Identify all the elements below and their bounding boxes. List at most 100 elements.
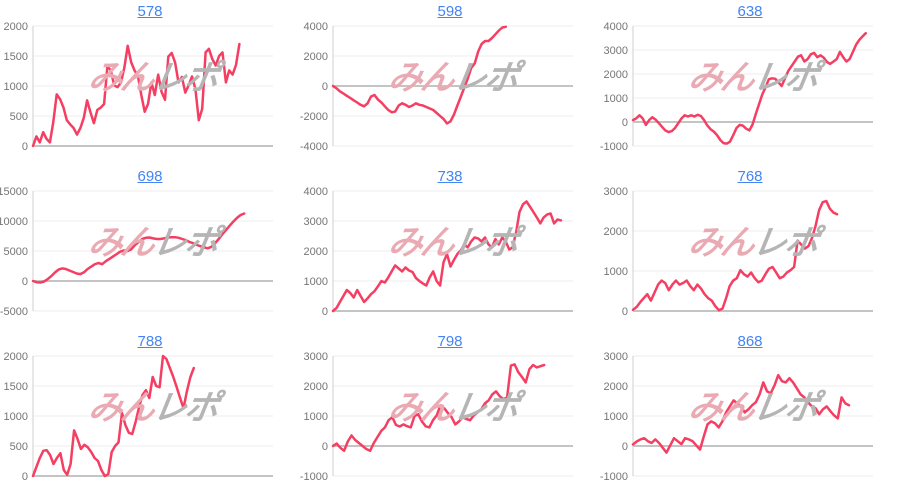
y-tick-label: 0 [322,306,328,318]
y-tick-label: 2000 [304,246,328,258]
plot-area: みんレポ 0 500 1000 1500 2000 [0,352,300,495]
y-tick-label: 3000 [304,352,328,363]
slump-chart-svg: -1000 0 1000 2000 3000 [600,352,873,483]
y-tick-label: 500 [10,111,28,123]
y-tick-label: 0 [322,441,328,453]
chart-cell: 638 みんレポ -1000 0 1000 2000 3000 4000 [600,0,900,165]
plot-area: みんレポ -1000 0 1000 2000 3000 [600,352,900,495]
y-tick-label: 2000 [604,381,628,393]
y-tick-label: 1000 [304,276,328,288]
y-tick-label: -1000 [300,471,328,483]
plot-area: みんレポ 0 500 1000 1500 2000 [0,22,300,165]
y-tick-label: 3000 [604,187,628,198]
slump-chart-svg: 0 1000 2000 3000 [604,187,873,318]
plot-area: みんレポ 0 1000 2000 3000 [600,187,900,330]
y-tick-label: 0 [622,117,628,129]
y-tick-label: 1000 [604,266,628,278]
y-tick-label: 0 [622,306,628,318]
series-line [331,200,563,313]
chart-cell: 798 みんレポ -1000 0 1000 2000 3000 [300,330,600,495]
y-tick-label: 2000 [604,226,628,238]
chart-title-link[interactable]: 638 [737,3,763,20]
chart-title: 598 [300,2,600,22]
y-tick-label: -1000 [600,471,628,483]
y-tick-label: 1500 [4,51,28,63]
y-tick-label: 0 [22,276,28,288]
y-tick-label: 3000 [304,216,328,228]
series-line [631,373,851,454]
y-tick-label: 4000 [604,22,628,33]
chart-title: 698 [0,167,300,187]
y-tick-label: 4000 [304,187,328,198]
series-line [31,212,246,284]
slump-chart-svg: -1000 0 1000 2000 3000 [300,352,573,483]
plot-area: みんレポ 0 1000 2000 3000 4000 [300,187,600,330]
chart-title: 798 [300,332,600,352]
y-tick-label: 1000 [4,81,28,93]
chart-cell: 788 みんレポ 0 500 1000 1500 2000 [0,330,300,495]
slump-chart-svg: -4000 -2000 0 2000 4000 [300,22,573,153]
chart-cell: 698 みんレポ -5000 0 5000 10000 15000 [0,165,300,330]
y-tick-label: 0 [22,141,28,153]
y-tick-label: 3000 [604,352,628,363]
y-tick-label: -1000 [600,141,628,153]
y-tick-label: 4000 [304,22,328,33]
y-tick-label: 0 [22,471,28,483]
chart-title-link[interactable]: 738 [437,168,463,185]
y-tick-label: 2000 [4,352,28,363]
y-tick-label: -2000 [300,111,328,123]
slump-chart-svg: -5000 0 5000 10000 15000 [0,187,273,318]
y-tick-label: 2000 [304,51,328,63]
chart-title: 868 [600,332,900,352]
y-tick-label: 10000 [0,216,28,228]
slump-chart-svg: 0 500 1000 1500 2000 [4,22,273,153]
chart-title-link[interactable]: 788 [137,333,163,350]
y-tick-label: -4000 [300,141,328,153]
chart-title: 738 [300,167,600,187]
chart-title-link[interactable]: 698 [137,168,163,185]
slump-chart-svg: 0 500 1000 1500 2000 [4,352,273,483]
chart-title: 578 [0,2,300,22]
chart-title-link[interactable]: 768 [737,168,763,185]
y-tick-label: 5000 [4,246,28,258]
chart-title: 768 [600,167,900,187]
y-tick-label: -5000 [0,306,28,318]
y-tick-label: 2000 [604,69,628,81]
y-tick-label: 15000 [0,187,28,198]
series-line [31,42,241,148]
y-tick-label: 1500 [4,381,28,393]
chart-title-link[interactable]: 868 [737,333,763,350]
chart-cell: 598 みんレポ -4000 -2000 0 2000 4000 [300,0,600,165]
chart-cell: 578 みんレポ 0 500 1000 1500 2000 [0,0,300,165]
chart-title-link[interactable]: 578 [137,3,163,20]
chart-title-link[interactable]: 598 [437,3,463,20]
y-tick-label: 1000 [604,93,628,105]
chart-cell: 738 みんレポ 0 1000 2000 3000 4000 [300,165,600,330]
slump-chart-svg: 0 1000 2000 3000 4000 [304,187,573,318]
plot-area: みんレポ -4000 -2000 0 2000 4000 [300,22,600,165]
y-tick-label: 500 [10,441,28,453]
chart-cell: 768 みんレポ 0 1000 2000 3000 [600,165,900,330]
series-line [631,31,868,145]
chart-title-link[interactable]: 798 [437,333,463,350]
slump-chart-svg: -1000 0 1000 2000 3000 4000 [600,22,873,153]
chart-title: 788 [0,332,300,352]
plot-area: みんレポ -5000 0 5000 10000 15000 [0,187,300,330]
y-tick-label: 0 [622,441,628,453]
y-tick-label: 2000 [4,22,28,33]
chart-cell: 868 みんレポ -1000 0 1000 2000 3000 [600,330,900,495]
chart-title: 638 [600,2,900,22]
series-line [631,199,839,312]
plot-area: みんレポ -1000 0 1000 2000 3000 4000 [600,22,900,165]
y-tick-label: 1000 [304,411,328,423]
y-tick-label: 3000 [604,45,628,57]
y-tick-label: 1000 [4,411,28,423]
series-line [31,354,196,478]
plot-area: みんレポ -1000 0 1000 2000 3000 [300,352,600,495]
series-line [331,25,508,125]
y-tick-label: 2000 [304,381,328,393]
series-line [331,363,546,453]
y-tick-label: 1000 [604,411,628,423]
